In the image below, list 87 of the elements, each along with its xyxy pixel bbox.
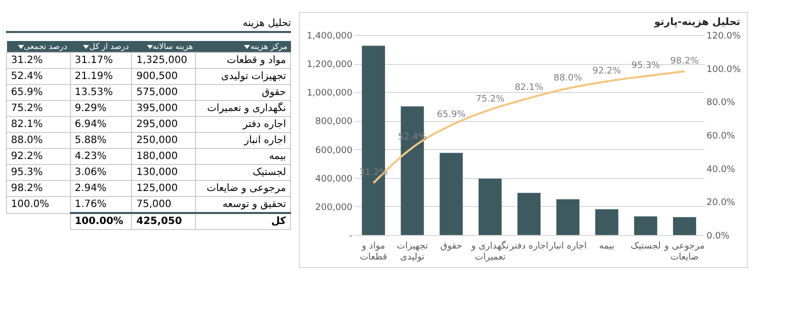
bar [440,152,463,235]
text: بیمه [196,148,290,164]
data-label: 75.2% [476,94,505,105]
text: مواد و قطعات [196,52,290,68]
y-tick-label: 1,000,000 [306,88,353,99]
y-tick-label: 600,000 [315,146,353,156]
y-tick-label: 200,000 [315,202,353,213]
y2-tick-label: 0.0% [706,232,730,242]
text: 95.3% [6,164,70,180]
text: 88.0% [6,132,70,148]
data-label: 65.9% [436,110,466,120]
bar [634,216,658,235]
data-label: 95.3% [631,61,660,72]
text: حقوق [196,84,290,100]
text: اجاره دفتر [196,116,290,132]
text: 31.2% [6,52,70,68]
text: 125,000 [132,180,196,196]
text: 82.1% [6,116,70,132]
x-tick-label: حقوق [440,242,462,252]
text: تحقیق و توسعه [196,196,290,213]
text: 52.4% [6,68,70,84]
text: 395,000 [132,100,196,116]
text: تحلیل هزینه [6,18,291,33]
x-tick-label: مواد و قطعات [360,242,388,262]
data-label: 88.0% [554,73,583,84]
text: 425,050 [132,213,196,230]
text: 100.0% [6,196,70,213]
y-tick-label: 800,000 [315,117,353,128]
text: مرکز هزینه [196,41,290,52]
x-tick-label: اجاره انبار [548,242,587,252]
text: 75,000 [132,196,196,213]
text: 75.2% [6,100,70,116]
y2-tick-label: 20.0% [706,198,736,208]
text: 65.9% [6,84,70,100]
chart-title: تحلیل هزینه-پارتو [653,17,741,28]
y2-tick-label: 60.0% [706,132,736,142]
bar [478,178,502,235]
text: 98.2% [6,180,70,196]
text: 1.76% [70,196,132,213]
x-tick-label: بیمه [599,242,614,252]
text: 6.94% [70,116,132,132]
y2-tick-label: 120.0% [706,32,742,42]
text: 575,000 [132,84,196,100]
x-tick-label: نگهداری و تعمیرات [470,240,509,262]
text: 92.2% [6,148,70,164]
bar [556,199,580,235]
x-tick-label: مرجوعی و ضایعات [664,242,705,262]
data-label: 82.1% [514,83,544,94]
text: تجهیزات تولیدی [196,68,290,84]
y-tick-label: 1,400,000 [306,32,353,42]
text: هزینه سالانه [132,41,196,52]
text: 31.17% [70,52,132,68]
y2-tick-label: 40.0% [706,164,736,175]
text: کل [196,213,290,230]
text: 13.53% [70,84,132,100]
text: 250,000 [132,132,196,148]
text: 1,325,000 [132,52,196,68]
text: 130,000 [132,164,196,180]
text: 180,000 [132,148,196,164]
text: 3.06% [70,164,132,180]
text: 900,500 [132,68,196,84]
bar [673,217,696,235]
x-tick-label: اجاره دفتر [508,242,548,252]
text: 9.29% [70,100,132,116]
text: درصد تجمعی [6,41,70,52]
y-tick-label: 1,200,000 [306,60,353,70]
text: درصد از کل [70,41,132,52]
text: لجستیک [196,164,290,180]
text: 2.94% [70,180,132,196]
y2-tick-label: 100.0% [706,64,742,75]
x-tick-label: تجهیزات تولیدی [396,242,428,262]
data-label: 98.2% [670,56,700,66]
text: 21.19% [70,68,132,84]
bar [595,209,618,235]
text: 100.00% [70,213,132,230]
text: اجاره انبار [196,132,290,148]
y-tick-label: - [349,232,352,242]
text: 4.23% [70,148,132,164]
x-tick-label: لجستیک [630,242,661,252]
y2-tick-label: 80.0% [706,98,736,108]
text: نگهداری و تعمیرات [196,100,290,116]
y-tick-label: 400,000 [315,174,353,184]
text: 5.88% [70,132,132,148]
bar [517,192,541,235]
text: مرجوعی و ضایعات [196,180,290,196]
text: 295,000 [132,116,196,132]
data-label: 92.2% [592,66,622,76]
